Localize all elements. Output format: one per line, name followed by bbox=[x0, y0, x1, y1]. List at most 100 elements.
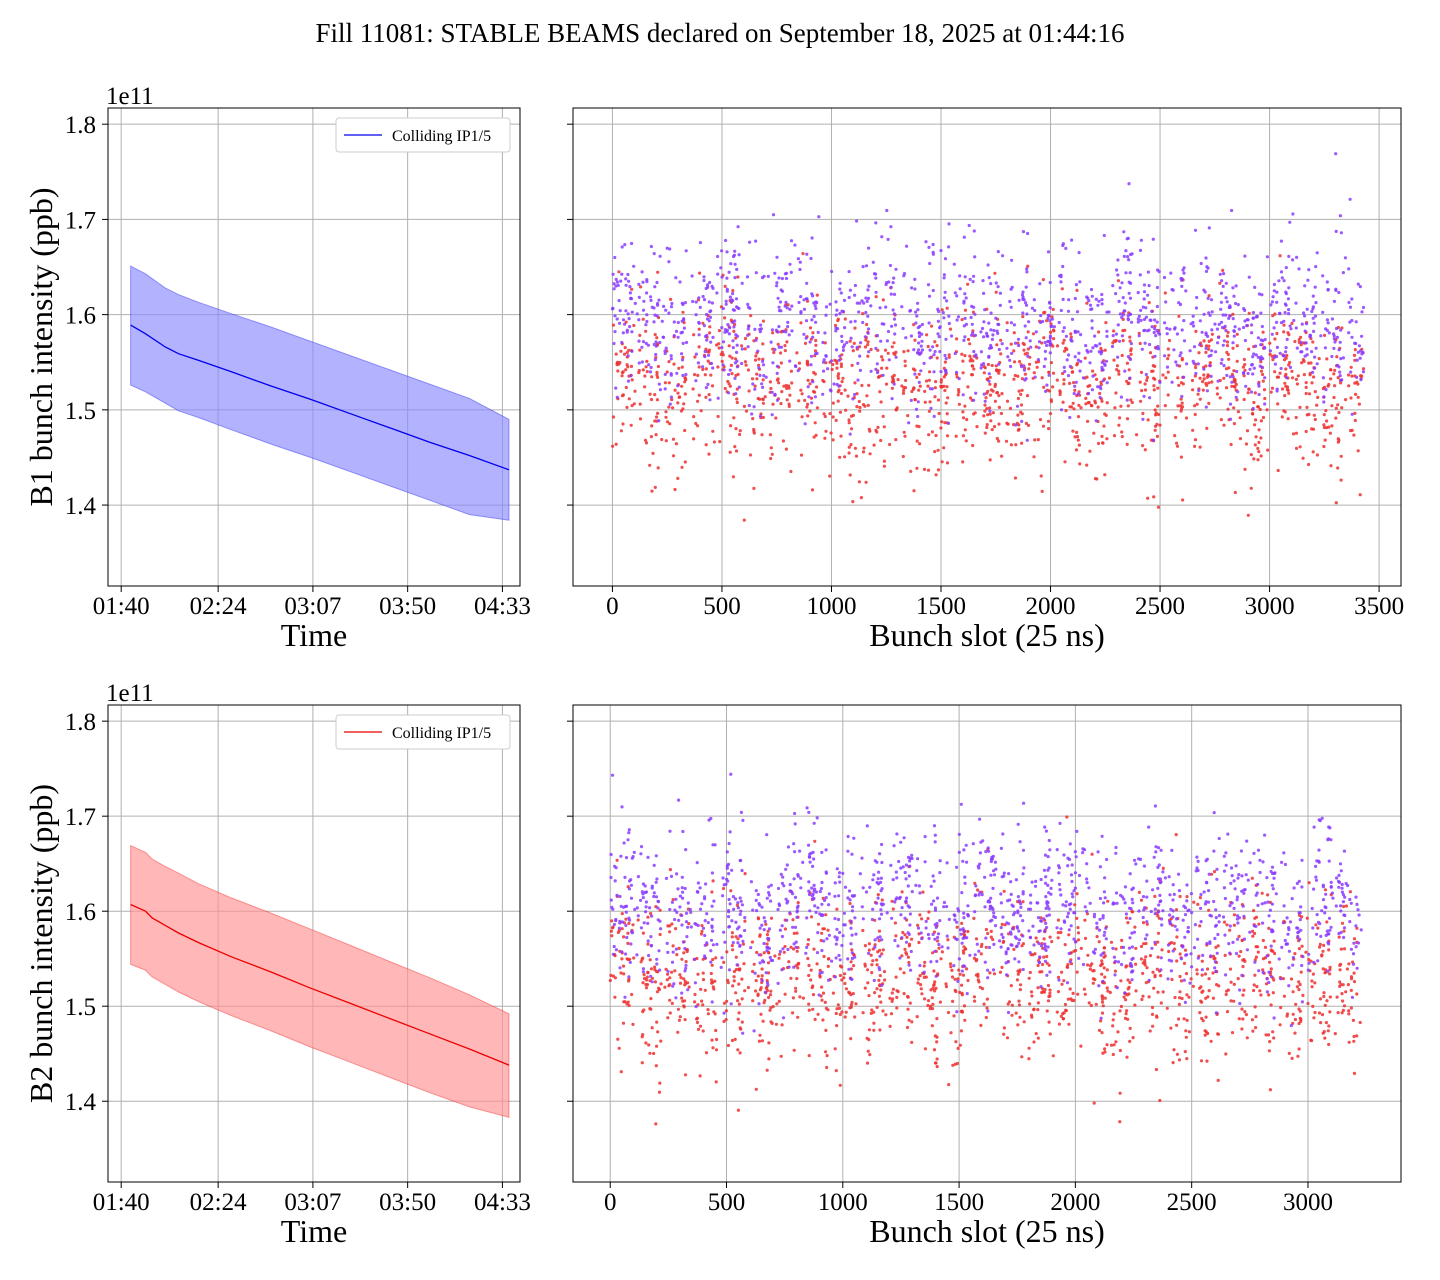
bunch-point bbox=[795, 351, 799, 355]
bunch-point bbox=[1027, 320, 1031, 324]
bunch-point bbox=[844, 987, 849, 991]
bunch-point bbox=[1184, 972, 1189, 976]
bunch-point bbox=[1090, 852, 1094, 856]
bunch-point bbox=[1180, 401, 1184, 405]
bunch-point bbox=[815, 301, 819, 305]
bunch-point bbox=[762, 916, 766, 920]
bunch-point bbox=[1192, 345, 1197, 349]
bunch-point bbox=[1249, 486, 1253, 490]
bunch-point bbox=[909, 968, 913, 972]
bunch-point bbox=[681, 355, 685, 359]
bunch-point bbox=[646, 942, 650, 946]
bunch-point bbox=[1228, 417, 1233, 421]
bunch-point bbox=[861, 450, 866, 454]
bunch-point bbox=[1016, 895, 1021, 899]
bunch-point bbox=[621, 370, 625, 374]
bunch-point bbox=[842, 343, 847, 347]
bunch-point bbox=[989, 873, 993, 877]
bunch-point bbox=[996, 250, 1000, 254]
bunch-point bbox=[1047, 1020, 1051, 1024]
bunch-point bbox=[630, 330, 634, 334]
bunch-point bbox=[1130, 945, 1134, 949]
bunch-point bbox=[676, 1030, 680, 1034]
bunch-point bbox=[1348, 890, 1352, 894]
bunch-point bbox=[739, 810, 744, 815]
bunch-point bbox=[822, 939, 826, 943]
bunch-point bbox=[612, 282, 616, 286]
bunch-point bbox=[649, 967, 654, 971]
bunch-point bbox=[1356, 395, 1360, 399]
bunch-point bbox=[701, 971, 705, 975]
bunch-point bbox=[962, 916, 966, 920]
bunch-point bbox=[1072, 381, 1076, 385]
bunch-point bbox=[940, 420, 944, 424]
bunch-point bbox=[802, 307, 807, 311]
bunch-point bbox=[1328, 972, 1332, 976]
bunch-point bbox=[914, 310, 918, 314]
bunch-point bbox=[904, 336, 908, 340]
bunch-point bbox=[903, 916, 907, 920]
bunch-point bbox=[1256, 405, 1260, 409]
bunch-point bbox=[808, 860, 812, 864]
bunch-point bbox=[1024, 301, 1028, 305]
bunch-point bbox=[1038, 970, 1042, 974]
bunch-point bbox=[678, 1015, 682, 1019]
bunch-point bbox=[1120, 430, 1124, 434]
bunch-point bbox=[844, 408, 848, 412]
bunch-point bbox=[909, 398, 913, 402]
bunch-point bbox=[879, 1000, 883, 1004]
bunch-point bbox=[1016, 337, 1021, 341]
bunch-point bbox=[641, 896, 645, 900]
bunch-point bbox=[652, 306, 656, 310]
bunch-point bbox=[1042, 336, 1046, 340]
bunch-point bbox=[1242, 891, 1246, 896]
bunch-point bbox=[644, 910, 648, 914]
bunch-point bbox=[1312, 1016, 1316, 1020]
bunch-point bbox=[1212, 899, 1216, 904]
bunch-point bbox=[872, 1028, 876, 1032]
bunch-point bbox=[704, 386, 709, 390]
bunch-point bbox=[1059, 280, 1063, 284]
bunch-point bbox=[992, 873, 997, 877]
bunch-point bbox=[983, 308, 987, 312]
bunch-point bbox=[733, 445, 737, 449]
bunch-point bbox=[1294, 415, 1298, 420]
bunch-point bbox=[818, 968, 822, 972]
bunch-point bbox=[693, 1000, 697, 1004]
bunch-point bbox=[1027, 976, 1031, 980]
bunch-point bbox=[1320, 909, 1324, 913]
bunch-point bbox=[809, 978, 813, 982]
bunch-point bbox=[834, 418, 838, 422]
bunch-point bbox=[939, 380, 943, 384]
bunch-point bbox=[1141, 994, 1145, 998]
bunch-point bbox=[618, 309, 622, 313]
bunch-point bbox=[1307, 361, 1311, 365]
bunch-point bbox=[722, 1011, 726, 1015]
bunch-point bbox=[779, 345, 784, 349]
bunch-point bbox=[953, 988, 957, 992]
bunch-point bbox=[871, 878, 875, 882]
bunch-point bbox=[1070, 892, 1074, 896]
bunch-point bbox=[1021, 892, 1025, 896]
bunch-point bbox=[1327, 859, 1331, 863]
bunch-point bbox=[986, 389, 990, 393]
bunch-point bbox=[985, 425, 989, 430]
bunch-point bbox=[1042, 868, 1046, 872]
x-tick-label: 04:33 bbox=[474, 593, 531, 620]
bunch-point bbox=[1120, 353, 1124, 358]
bunch-point bbox=[904, 378, 908, 383]
bunch-point bbox=[880, 366, 884, 370]
bunch-point bbox=[680, 301, 684, 305]
bunch-point bbox=[794, 940, 798, 944]
bunch-point bbox=[616, 930, 621, 935]
bunch-point bbox=[610, 934, 614, 938]
bunch-point bbox=[1103, 896, 1107, 900]
bunch-point bbox=[733, 897, 738, 901]
bunch-point bbox=[1129, 349, 1133, 353]
bunch-point bbox=[1059, 893, 1063, 897]
bunch-point bbox=[1158, 332, 1162, 336]
bunch-point bbox=[743, 919, 747, 923]
bunch-point bbox=[692, 437, 696, 441]
bunch-point bbox=[1285, 1012, 1289, 1016]
bunch-point bbox=[1307, 961, 1311, 965]
